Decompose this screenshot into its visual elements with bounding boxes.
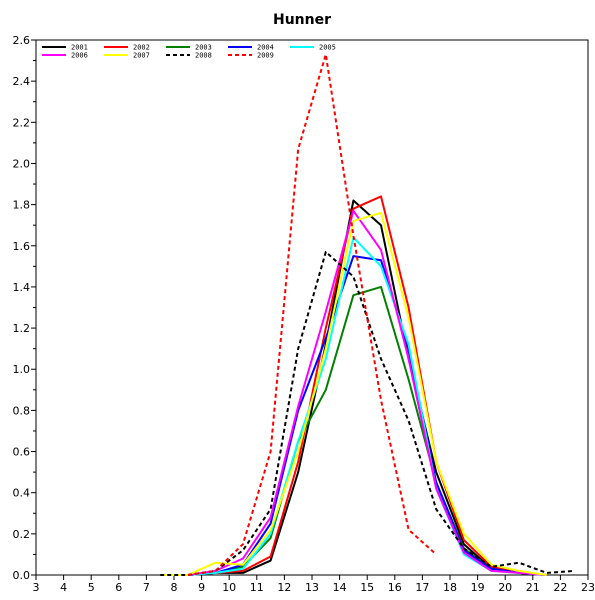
legend-label-2006: 2006 bbox=[71, 52, 88, 60]
y-tick-label: 2.2 bbox=[13, 116, 31, 129]
series-line-2009 bbox=[187, 53, 437, 576]
y-tick-label: 0.0 bbox=[13, 569, 31, 582]
x-tick-label: 10 bbox=[222, 581, 236, 594]
y-tick-label: 0.8 bbox=[13, 404, 31, 417]
y-tick-label: 1.4 bbox=[13, 281, 31, 294]
y-tick-label: 0.6 bbox=[13, 446, 31, 459]
plot-area-frame bbox=[35, 39, 589, 576]
legend-label-2005: 2005 bbox=[319, 44, 336, 52]
series-line-2006 bbox=[160, 209, 547, 576]
y-tick-label: 1.2 bbox=[13, 322, 31, 335]
y-tick-label: 2.0 bbox=[13, 157, 31, 170]
legend-label-2009: 2009 bbox=[257, 52, 274, 60]
series-line-2007 bbox=[160, 211, 547, 576]
x-tick-label: 14 bbox=[333, 581, 347, 594]
y-tick-label: 0.4 bbox=[13, 487, 31, 500]
x-tick-label: 4 bbox=[60, 581, 67, 594]
x-tick-label: 20 bbox=[498, 581, 512, 594]
y-tick-label: 2.4 bbox=[13, 75, 31, 88]
x-tick-label: 22 bbox=[553, 581, 567, 594]
y-tick-label: 1.0 bbox=[13, 363, 31, 376]
y-tick-label: 1.6 bbox=[13, 240, 31, 253]
legend-label-2008: 2008 bbox=[195, 52, 212, 60]
series-line-2005 bbox=[160, 236, 547, 576]
x-tick-label: 23 bbox=[581, 581, 595, 594]
legend-label-2002: 2002 bbox=[133, 44, 150, 52]
x-tick-label: 12 bbox=[277, 581, 291, 594]
y-tick-label: 1.8 bbox=[13, 199, 31, 212]
x-tick-label: 21 bbox=[526, 581, 540, 594]
x-tick-label: 6 bbox=[115, 581, 122, 594]
x-tick-label: 19 bbox=[471, 581, 485, 594]
series-line-2002 bbox=[160, 195, 547, 576]
y-tick-label: 0.2 bbox=[13, 528, 31, 541]
chart-title: Hunner bbox=[273, 12, 331, 28]
series-line-2008 bbox=[160, 250, 575, 576]
x-tick-label: 17 bbox=[415, 581, 429, 594]
x-tick-label: 3 bbox=[33, 581, 40, 594]
legend-label-2003: 2003 bbox=[195, 44, 212, 52]
x-tick-label: 18 bbox=[443, 581, 457, 594]
x-tick-label: 7 bbox=[143, 581, 150, 594]
legend-label-2001: 2001 bbox=[71, 44, 88, 52]
x-tick-label: 5 bbox=[88, 581, 95, 594]
legend-label-2007: 2007 bbox=[133, 52, 150, 60]
y-tick-label: 2.6 bbox=[13, 34, 31, 47]
x-tick-label: 13 bbox=[305, 581, 319, 594]
x-tick-label: 15 bbox=[360, 581, 374, 594]
series-line-2003 bbox=[160, 285, 547, 576]
x-tick-label: 9 bbox=[198, 581, 205, 594]
legend-label-2004: 2004 bbox=[257, 44, 274, 52]
x-tick-label: 11 bbox=[250, 581, 264, 594]
x-tick-label: 16 bbox=[388, 581, 402, 594]
series-line-2004 bbox=[160, 255, 547, 576]
x-tick-label: 8 bbox=[171, 581, 178, 594]
